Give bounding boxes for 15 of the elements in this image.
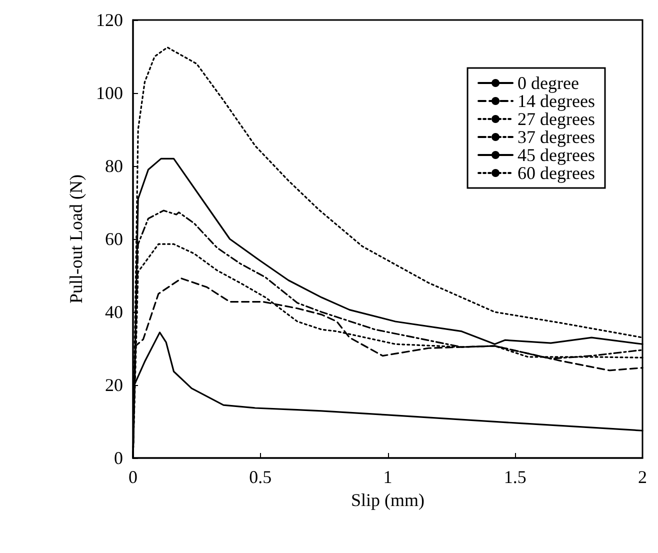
y-tick-label: 0 — [114, 448, 123, 468]
x-tick-label: 1.5 — [504, 467, 526, 487]
y-tick-label: 60 — [105, 229, 123, 249]
x-axis-title: Slip (mm) — [350, 490, 425, 510]
x-tick-label: 1 — [383, 467, 392, 487]
y-tick-label: 20 — [105, 375, 123, 395]
y-tick-label: 80 — [105, 156, 123, 176]
y-tick-label: 100 — [96, 83, 123, 103]
y-tick-label: 120 — [96, 10, 123, 30]
x-tick-label: 0.5 — [249, 467, 272, 487]
y-axis-title: Pull-out Load (N) — [66, 174, 86, 304]
x-tick-label: 2 — [638, 467, 647, 487]
legend-label: 0 degree — [518, 73, 580, 93]
y-tick-label: 40 — [105, 302, 123, 322]
x-tick-label: 0 — [128, 467, 138, 487]
